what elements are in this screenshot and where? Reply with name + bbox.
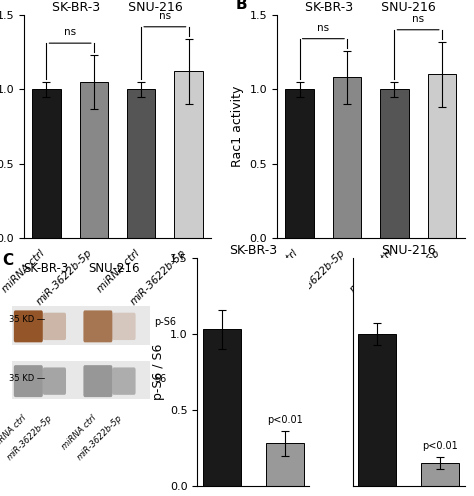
Text: SNU-216: SNU-216 [88, 262, 139, 275]
Bar [333, 77, 361, 238]
FancyBboxPatch shape [14, 365, 43, 397]
FancyBboxPatch shape [112, 368, 136, 395]
Title: SK-BR-3       SNU-216: SK-BR-3 SNU-216 [305, 0, 436, 14]
Text: p<0.01: p<0.01 [422, 441, 458, 451]
Text: ns: ns [64, 27, 76, 37]
Bar [428, 74, 456, 238]
Title: SK-BR-3: SK-BR-3 [229, 244, 278, 257]
Text: miR-3622b-5p: miR-3622b-5p [6, 413, 55, 462]
Text: miRNA ctrl: miRNA ctrl [0, 413, 28, 451]
Bar [285, 89, 314, 238]
Bar [421, 463, 459, 486]
Text: p<0.01: p<0.01 [267, 415, 303, 425]
Text: ns: ns [159, 11, 171, 21]
Text: ns: ns [317, 23, 329, 33]
Bar [174, 71, 203, 238]
Y-axis label: Rac1 activity: Rac1 activity [231, 86, 244, 167]
Text: 35 KD —: 35 KD — [9, 315, 46, 324]
Bar [12, 306, 150, 345]
Bar [380, 89, 409, 238]
Text: p-S6: p-S6 [155, 317, 176, 327]
Text: S6: S6 [155, 374, 167, 384]
Title: SK-BR-3       SNU-216: SK-BR-3 SNU-216 [52, 0, 183, 14]
Text: miR-3622b-5p: miR-3622b-5p [75, 413, 124, 462]
Title: SNU-216: SNU-216 [381, 244, 436, 257]
Bar [202, 329, 241, 486]
Bar [266, 443, 304, 486]
Text: B: B [236, 0, 247, 12]
Bar [357, 334, 396, 486]
Text: 35 KD —: 35 KD — [9, 374, 46, 383]
Text: C: C [2, 253, 13, 268]
Bar [12, 361, 150, 399]
Bar [32, 89, 61, 238]
Bar [80, 82, 108, 238]
FancyBboxPatch shape [83, 310, 112, 342]
Text: ns: ns [412, 14, 424, 24]
Text: SK-BR-3: SK-BR-3 [23, 262, 68, 275]
FancyBboxPatch shape [14, 310, 43, 342]
FancyBboxPatch shape [112, 312, 136, 340]
FancyBboxPatch shape [43, 368, 66, 395]
FancyBboxPatch shape [43, 312, 66, 340]
Bar [127, 89, 155, 238]
Text: miRNA ctrl: miRNA ctrl [60, 413, 98, 451]
FancyBboxPatch shape [83, 365, 112, 397]
Y-axis label: p-S6 / S6: p-S6 / S6 [152, 344, 164, 400]
